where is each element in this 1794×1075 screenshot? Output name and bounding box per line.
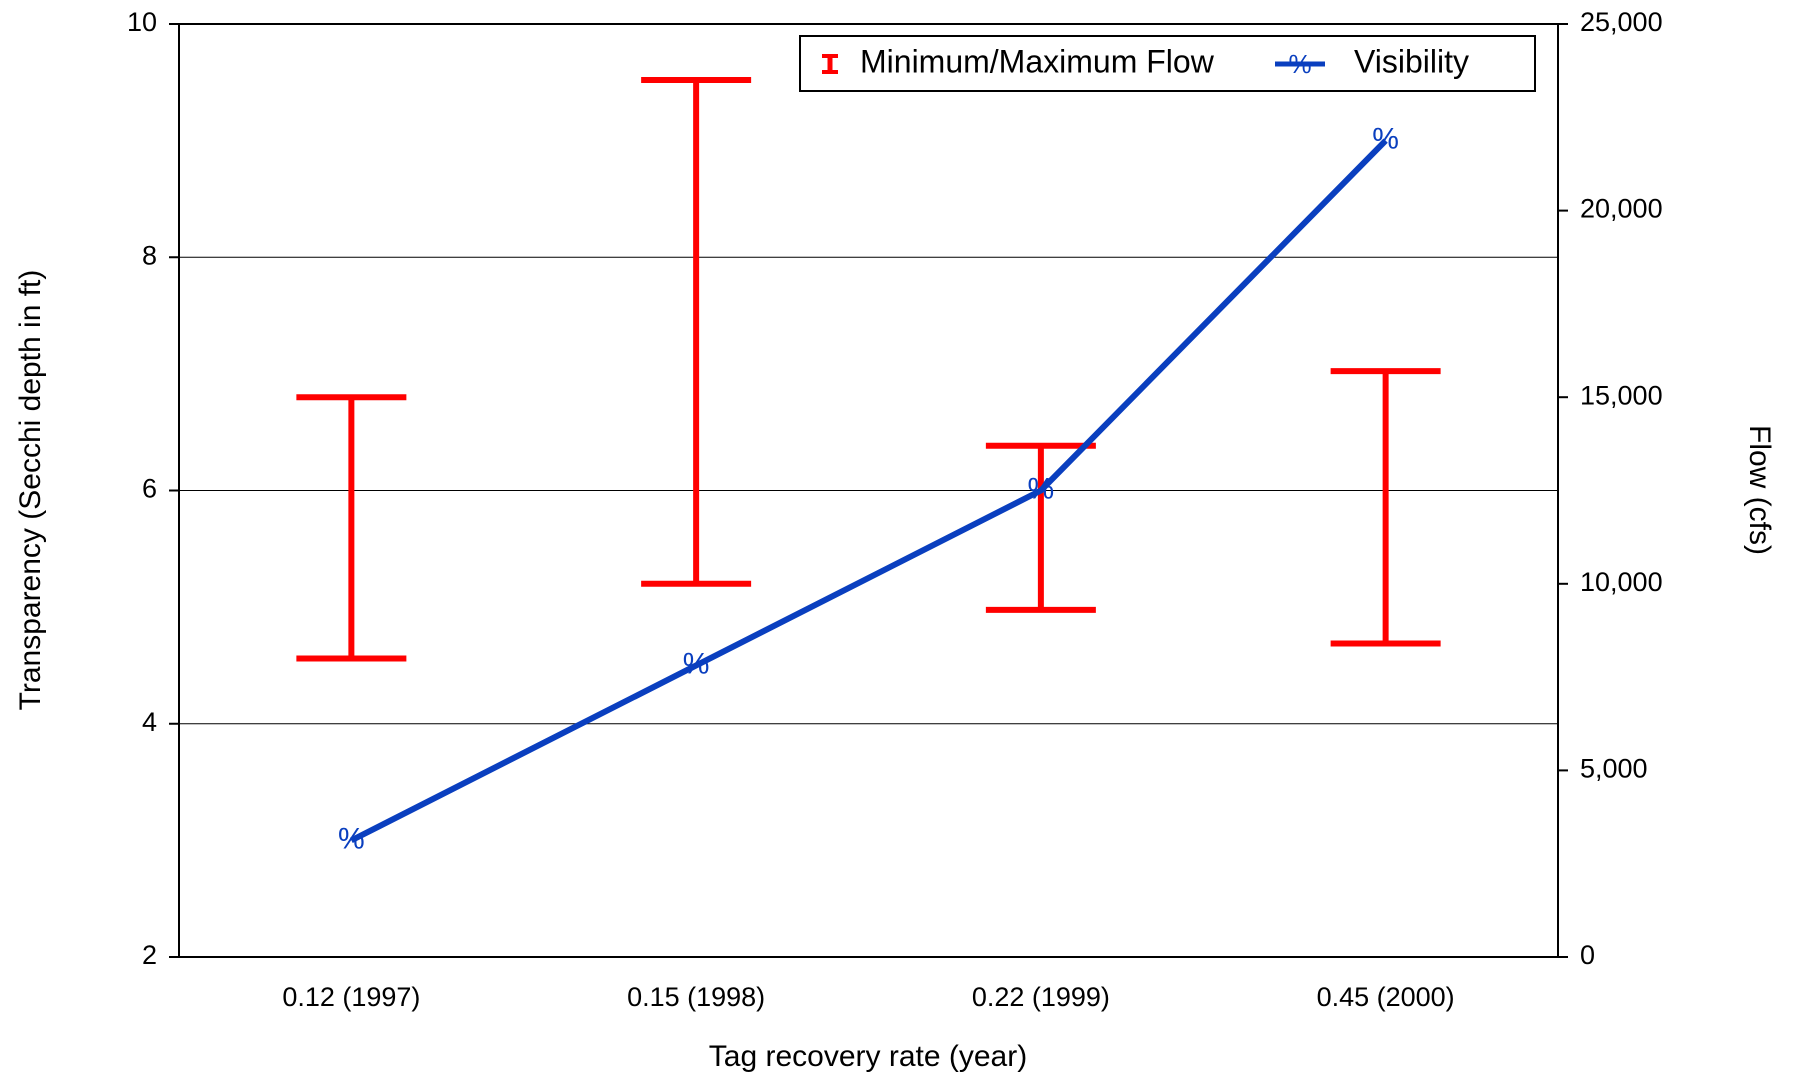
legend-marker: % xyxy=(1288,49,1311,79)
y-tick-label: 4 xyxy=(142,707,157,737)
visibility-line xyxy=(350,138,1388,844)
y-tick-label: 6 xyxy=(142,474,157,504)
y2-tick-label: 0 xyxy=(1580,940,1595,970)
y2-tick-label: 20,000 xyxy=(1580,194,1663,224)
y-axis-title: Transparency (Secchi depth in ft) xyxy=(14,270,47,711)
x-axis-title: Tag recovery rate (year) xyxy=(709,1040,1027,1073)
y-tick-label: 10 xyxy=(127,7,157,37)
line-marker: % xyxy=(338,822,365,855)
x-tick-label: 0.12 (1997) xyxy=(282,982,420,1012)
y2-tick-label: 10,000 xyxy=(1580,567,1663,597)
line-marker: % xyxy=(683,647,710,680)
line-marker: % xyxy=(1372,123,1399,156)
y2-tick-label: 25,000 xyxy=(1580,7,1663,37)
x-tick-label: 0.22 (1999) xyxy=(972,982,1110,1012)
plot-frame xyxy=(178,23,1559,958)
y2-tick-label: 15,000 xyxy=(1580,380,1663,410)
y-tick-label: 2 xyxy=(142,940,157,970)
x-tick-label: 0.45 (2000) xyxy=(1317,982,1455,1012)
line-marker: % xyxy=(1028,472,1055,505)
legend-label: Visibility xyxy=(1354,43,1469,79)
y-tick-label: 8 xyxy=(142,240,157,270)
y2-tick-label: 5,000 xyxy=(1580,754,1648,784)
legend-box xyxy=(799,35,1536,92)
x-tick-label: 0.15 (1998) xyxy=(627,982,765,1012)
y2-axis-title: Flow (cfs) xyxy=(1743,425,1776,555)
legend-label: Minimum/Maximum Flow xyxy=(860,43,1215,79)
